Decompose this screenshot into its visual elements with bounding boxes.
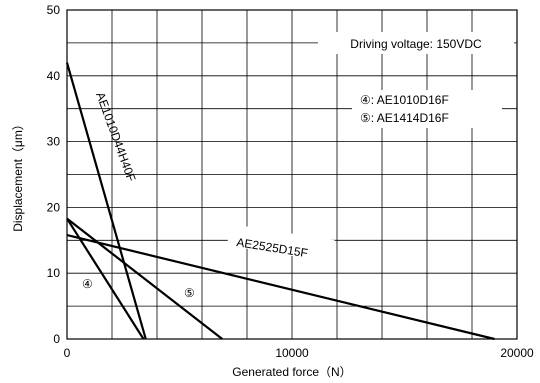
series-lines	[65, 62, 495, 341]
y-tick-label: 30	[47, 135, 61, 149]
ticks: 0 10000 20000 0 10 20 30 40 50	[47, 3, 534, 360]
x-tick-label: 10000	[275, 346, 309, 360]
x-axis-label: Generated force（N）	[232, 365, 351, 379]
x-tick-label: 20000	[500, 346, 534, 360]
series-line-1	[65, 62, 147, 340]
y-tick-label: 0	[53, 332, 60, 346]
series-line-4	[66, 217, 223, 340]
y-tick-label: 20	[47, 200, 61, 214]
note-box	[318, 32, 514, 54]
legend-box	[352, 90, 502, 128]
y-tick-label: 50	[47, 3, 61, 17]
x-tick-label: 0	[64, 346, 71, 360]
plot-frame	[66, 9, 518, 340]
legend-item-5: ⑤: AE1414D16F	[360, 111, 449, 125]
y-axis-label: Displacement（μm）	[11, 118, 25, 232]
y-tick-label: 10	[47, 266, 61, 280]
grid	[67, 10, 517, 339]
series-label-3: ④	[82, 277, 93, 291]
series-label-4: ⑤	[184, 286, 195, 300]
y-tick-label: 40	[47, 69, 61, 83]
series-line-3	[66, 217, 145, 340]
note-title: Driving voltage: 150VDC	[350, 37, 482, 51]
series-line-2	[66, 233, 495, 341]
series-label-background	[226, 223, 336, 263]
legend-item-4: ④: AE1010D16F	[360, 93, 449, 107]
